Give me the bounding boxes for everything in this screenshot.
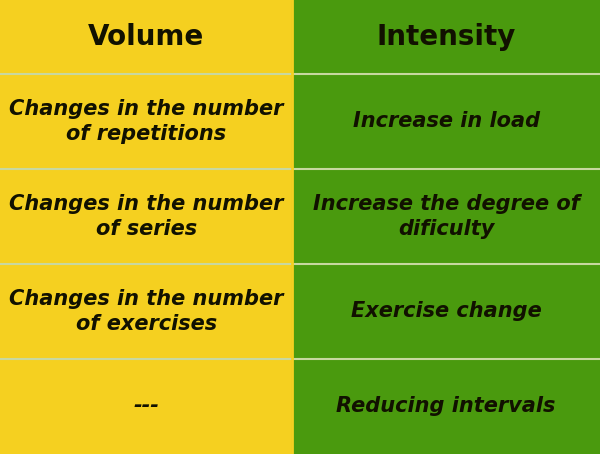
Text: Exercise change: Exercise change <box>351 301 541 321</box>
Text: Changes in the number
of repetitions: Changes in the number of repetitions <box>9 99 283 143</box>
Text: Reducing intervals: Reducing intervals <box>337 396 556 416</box>
Bar <box>292 0 600 454</box>
Bar <box>0 0 292 454</box>
Text: Changes in the number
of series: Changes in the number of series <box>9 194 283 239</box>
Text: ---: --- <box>133 396 159 416</box>
Text: Increase the degree of
dificulty: Increase the degree of dificulty <box>313 194 580 239</box>
Text: Changes in the number
of exercises: Changes in the number of exercises <box>9 289 283 334</box>
Text: Volume: Volume <box>88 23 204 51</box>
Text: Increase in load: Increase in load <box>353 111 539 131</box>
Text: Intensity: Intensity <box>376 23 516 51</box>
